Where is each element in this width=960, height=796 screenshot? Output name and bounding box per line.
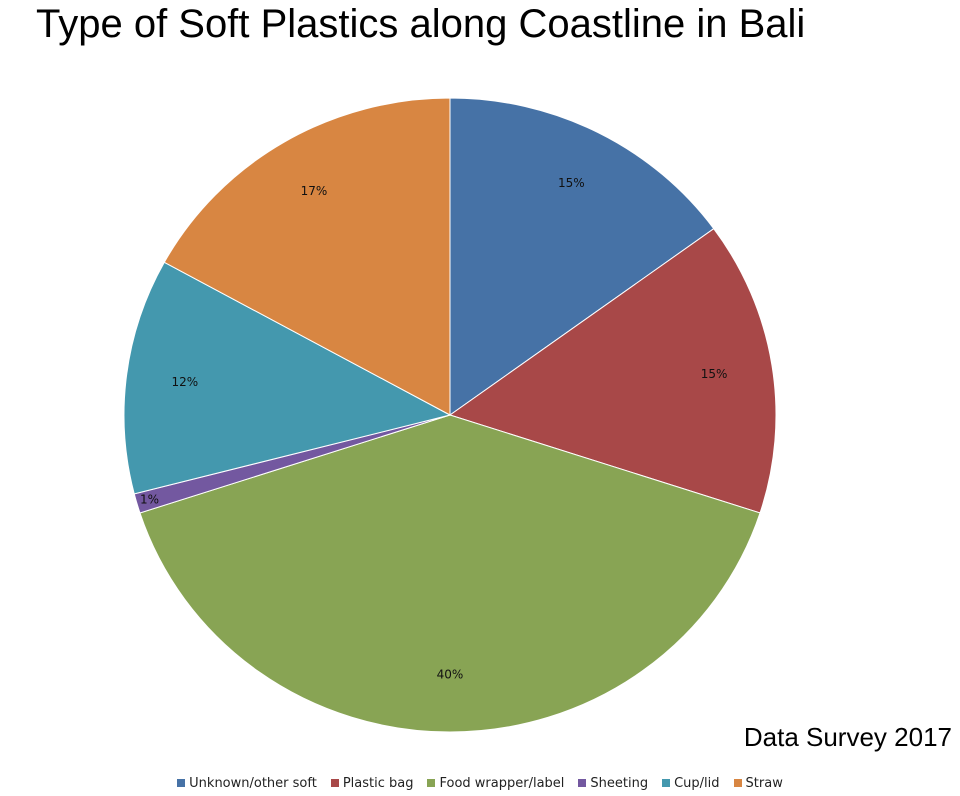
legend-swatch (578, 779, 587, 787)
legend-label: Sheeting (590, 775, 649, 791)
source-note: Data Survey 2017 (743, 722, 952, 752)
pie-slice-straw (163, 97, 451, 416)
legend-item-food-wrapper-label: Food wrapper/label (427, 776, 564, 791)
legend-label: Cup/lid (674, 775, 720, 791)
pie-slice-plastic-bag (448, 227, 777, 514)
legend-swatch (733, 779, 742, 787)
chart-title: Type of Soft Plastics along Coastline in… (36, 2, 806, 46)
legend-item-unknown-other-soft: Unknown/other soft (177, 776, 317, 791)
legend-item-plastic-bag: Plastic bag (330, 775, 414, 791)
legend-label: Unknown/other soft (189, 775, 317, 791)
pie-data-labels: 15% 15% 40% 1% 12% 17% (140, 176, 727, 682)
data-label-sheeting: 1% (140, 492, 159, 506)
legend-item-cup-lid: Cup/lid (662, 775, 720, 791)
legend-label: Straw (745, 775, 783, 791)
data-label-unknown-other-soft: 15% (558, 176, 585, 190)
data-label-plastic-bag: 15% (701, 367, 728, 381)
legend: Unknown/other soft Plastic bag Food wrappe… (0, 772, 960, 794)
legend-item-sheeting: Sheeting (578, 776, 648, 791)
pie-slice-unknown-other-soft (449, 97, 715, 416)
legend-swatch (662, 779, 671, 787)
pie-slice-cup-lid (123, 261, 452, 495)
legend-swatch (177, 779, 186, 787)
data-label-cup-lid: 12% (171, 375, 198, 389)
data-label-straw: 17% (301, 184, 328, 198)
legend-item-straw: Straw (733, 775, 783, 791)
legend-swatch (427, 779, 436, 787)
data-label-food-wrapper-label: 40% (437, 667, 464, 681)
legend-swatch (330, 779, 339, 787)
pie-slices (123, 97, 777, 733)
pie-slice-food-wrapper-label (139, 414, 761, 733)
legend-label: Plastic bag (342, 775, 414, 791)
legend-label: Food wrapper/label (439, 775, 565, 791)
